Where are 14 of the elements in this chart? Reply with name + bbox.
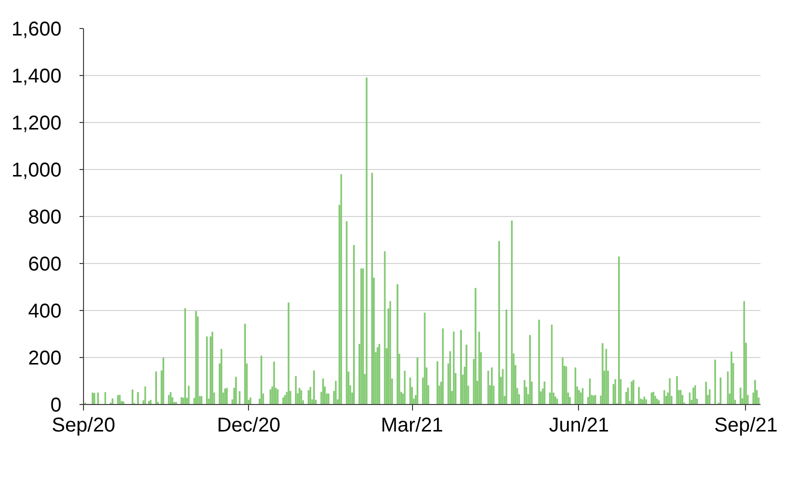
y-tick-label: 600 — [28, 254, 62, 276]
x-tick-label: Mar/21 — [380, 414, 444, 436]
y-tick-label: 0 — [50, 394, 62, 416]
y-tick-label: 800 — [28, 206, 62, 228]
x-tick-label: Sep/20 — [52, 414, 116, 436]
y-tick-label: 1,400 — [11, 66, 62, 88]
y-tick-label: 1,000 — [11, 160, 62, 182]
x-tick-label: Jun/21 — [548, 414, 610, 436]
y-tick-label: 1,600 — [11, 18, 62, 40]
x-tick-label: Dec/20 — [216, 414, 280, 436]
y-tick-label: 400 — [28, 300, 62, 322]
y-tick-label: 1,200 — [11, 112, 62, 134]
y-tick-label: 200 — [28, 348, 62, 370]
x-tick-label: Sep/21 — [714, 414, 778, 436]
